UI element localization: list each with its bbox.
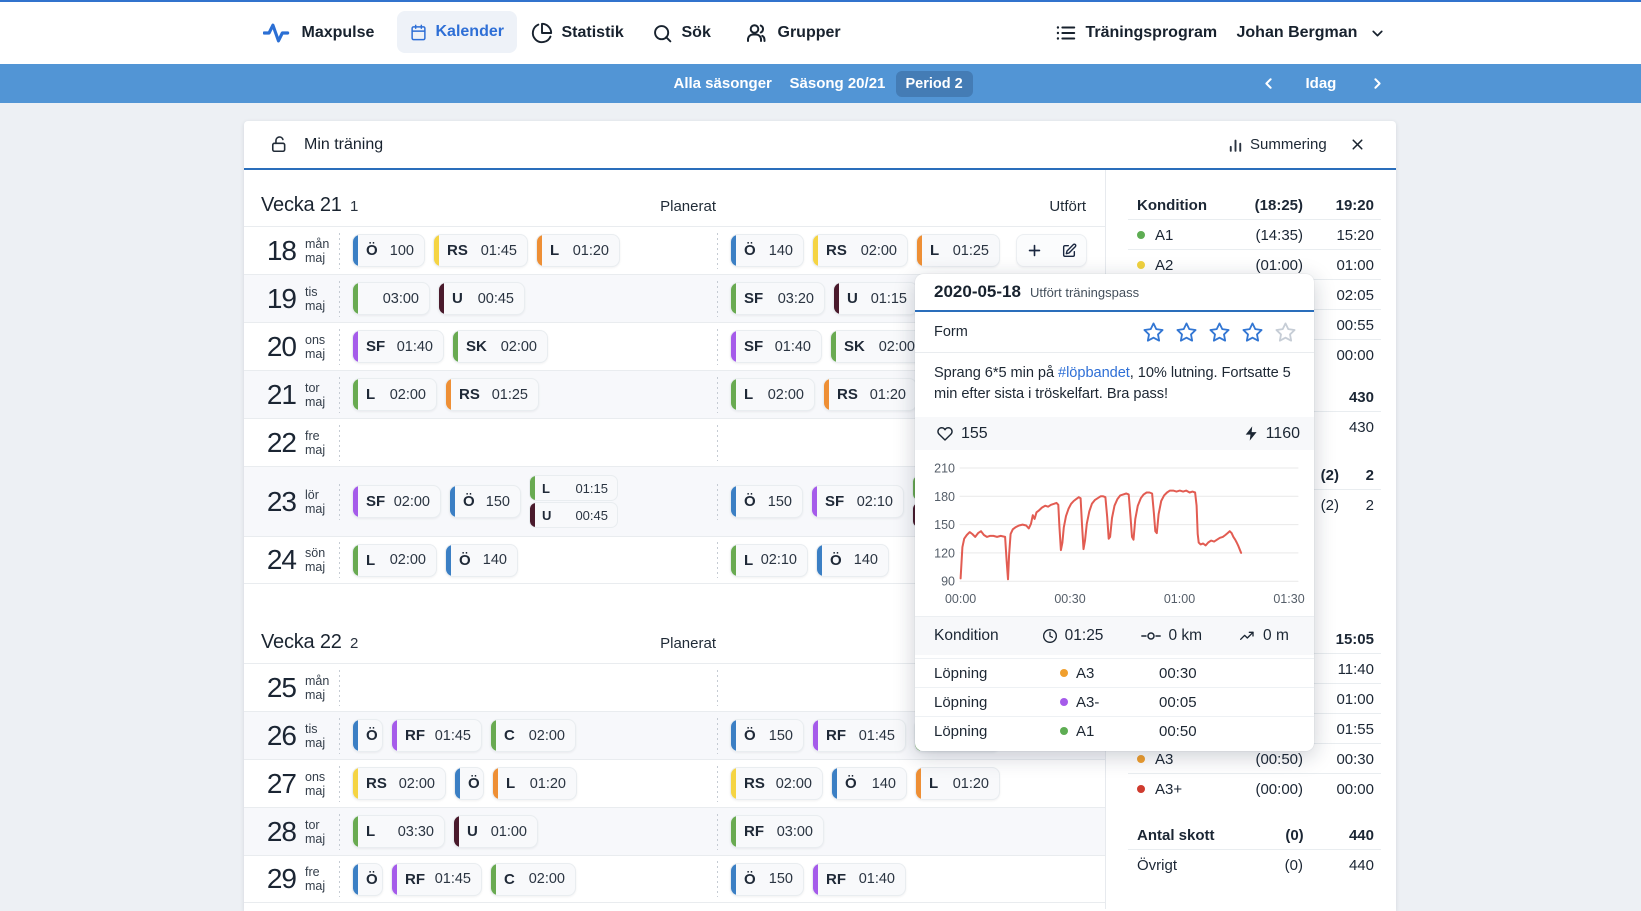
- svg-text:210: 210: [934, 462, 955, 476]
- svg-text:150: 150: [934, 518, 955, 532]
- svg-text:180: 180: [934, 490, 955, 504]
- svg-text:120: 120: [934, 546, 955, 560]
- svg-text:00:00: 00:00: [945, 592, 976, 606]
- svg-text:00:30: 00:30: [1054, 592, 1085, 606]
- svg-text:90: 90: [941, 575, 955, 589]
- svg-text:01:30: 01:30: [1273, 592, 1304, 606]
- svg-text:01:00: 01:00: [1164, 592, 1195, 606]
